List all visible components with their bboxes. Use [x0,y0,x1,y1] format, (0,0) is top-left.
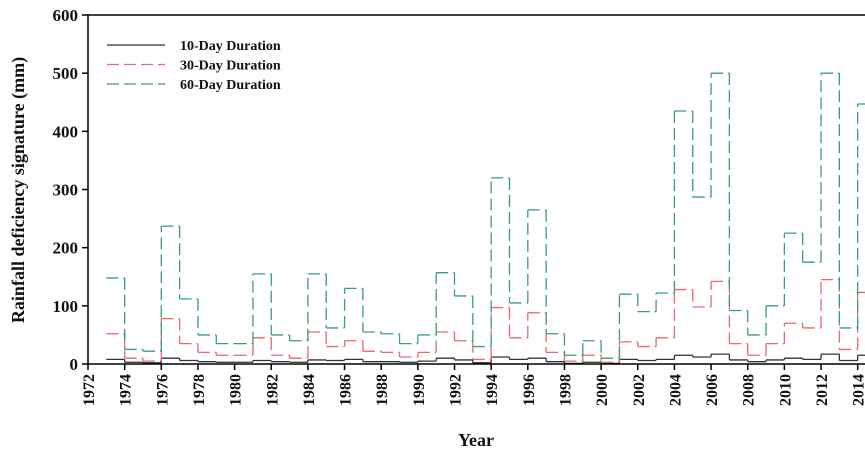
x-tick-label: 1980 [228,374,245,406]
y-tick-label: 100 [53,297,79,316]
x-tick-label: 2008 [741,374,758,406]
y-tick-label: 200 [53,239,79,258]
x-tick-label: 1976 [154,374,171,406]
x-axis-label: Year [458,430,494,450]
x-tick-label: 2002 [631,374,648,406]
legend-label: 60-Day Duration [180,78,281,93]
x-tick-label: 2004 [667,374,684,406]
x-tick-label: 2014 [851,374,865,406]
legend-label: 10-Day Duration [180,39,281,54]
x-tick-label: 1982 [264,374,281,406]
legend-label: 30-Day Duration [180,59,281,74]
x-tick-label: 2010 [777,374,794,406]
y-tick-label: 600 [53,6,79,25]
plot-area [106,72,865,365]
x-tick-label: 2012 [814,374,831,406]
y-tick-label: 300 [53,181,79,200]
x-tick-label: 1972 [81,374,98,406]
x-tick-label: 1984 [301,374,318,406]
x-tick-label: 1998 [557,374,574,406]
x-tick-label: 1988 [374,374,391,406]
y-tick-label: 0 [70,355,79,374]
x-tick-label: 1974 [118,374,135,406]
x-tick-label: 1996 [521,374,538,406]
x-tick-label: 1992 [448,374,465,406]
x-tick-label: 2000 [594,374,611,406]
y-tick-label: 400 [53,122,79,141]
x-tick-label: 1978 [191,374,208,406]
x-tick-label: 1986 [338,374,355,406]
y-axis-label: Rainfall deficiency signature (mm) [8,57,29,323]
y-tick-label: 500 [53,64,79,83]
x-tick-label: 1994 [484,374,501,406]
x-tick-label: 1990 [411,374,428,406]
x-tick-label: 2006 [704,374,721,406]
